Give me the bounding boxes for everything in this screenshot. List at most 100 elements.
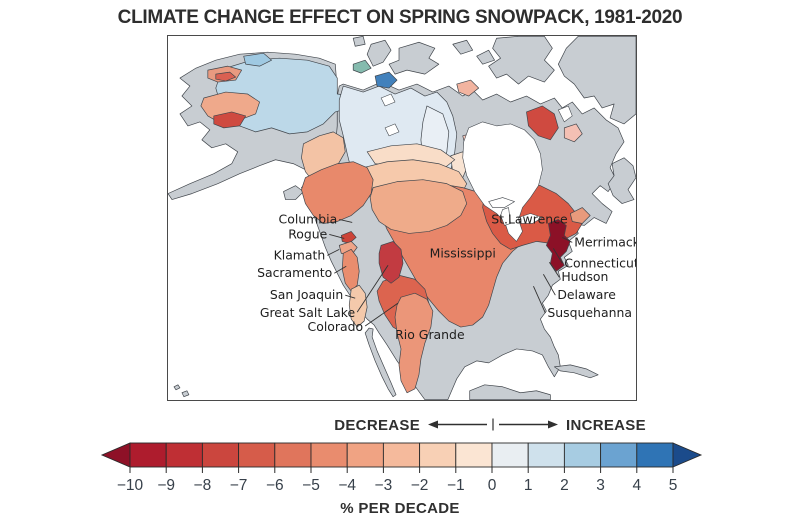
- label-susquehanna: Susquehanna: [547, 305, 632, 320]
- label-columbia: Columbia: [279, 211, 338, 226]
- basin-seward-core: [215, 71, 237, 82]
- label-great-salt-lake: Great Salt Lake: [260, 305, 355, 320]
- basin-columbia: [301, 161, 374, 224]
- lake-michigan: [500, 207, 511, 226]
- leader-hudson: [548, 262, 560, 278]
- increase-arrow-icon: [548, 420, 558, 429]
- svg-text:3: 3: [596, 477, 605, 494]
- basin-sacramento: [341, 249, 360, 292]
- colorbar-axis-label: % PER DECADE: [340, 500, 459, 517]
- landmass-greenland: [557, 36, 636, 125]
- label-colorado: Colorado: [308, 319, 364, 334]
- leader-rogue: [329, 233, 345, 239]
- label-sacramento: Sacramento: [257, 265, 332, 280]
- leader-sacramento: [334, 265, 347, 274]
- leader-delaware: [543, 274, 556, 296]
- great-slave-lake: [384, 123, 400, 137]
- svg-text:−4: −4: [338, 477, 356, 494]
- colorbar-segment: [455, 442, 493, 468]
- landmass-vancouver-island: [283, 185, 304, 200]
- svg-text:−8: −8: [194, 477, 212, 494]
- colorbar-segment: [491, 442, 529, 468]
- svg-text:−1: −1: [447, 477, 465, 494]
- decrease-arrow-icon: [428, 420, 438, 429]
- arctic-islands: [352, 36, 495, 65]
- small-islands: [173, 384, 190, 398]
- svg-text:0: 0: [488, 477, 497, 494]
- label-st-lawrence: St.Lawrence: [491, 211, 567, 226]
- svg-text:−10: −10: [117, 477, 144, 494]
- landmass-central-america: [469, 384, 551, 400]
- basin-maine-coast: [569, 207, 591, 224]
- label-mississippi: Mississippi: [430, 245, 496, 260]
- svg-text:−7: −7: [230, 477, 248, 494]
- map-frame: Columbia Rogue Klamath Sacramento San Jo…: [167, 35, 637, 401]
- north-america-map: Columbia Rogue Klamath Sacramento San Jo…: [168, 36, 636, 400]
- svg-text:−5: −5: [302, 477, 320, 494]
- colorbar-tick-labels: −10 −9 −8 −7 −6 −5 −4 −3 −2 −1 0 1 2 3 4…: [117, 477, 677, 494]
- colorbar-segment: [201, 442, 240, 468]
- colorbar: [100, 442, 703, 468]
- leader-san-joaquin: [345, 294, 356, 299]
- basin-rio-grande: [394, 292, 434, 394]
- water-layer: [380, 93, 573, 242]
- leader-columbia: [339, 219, 353, 223]
- page-title: CLIMATE CHANGE EFFECT ON SPRING SNOWPACK…: [117, 7, 683, 28]
- basin-labels: Columbia Rogue Klamath Sacramento San Jo…: [257, 211, 636, 342]
- svg-text:1: 1: [524, 477, 533, 494]
- colorbar-segment: [238, 442, 276, 468]
- label-hudson: Hudson: [561, 269, 608, 284]
- colorbar-segment: [600, 442, 638, 468]
- colorbar-segment: [165, 442, 203, 468]
- label-delaware: Delaware: [557, 287, 616, 302]
- increase-label: INCREASE: [566, 417, 646, 434]
- landmass-cuba: [554, 364, 599, 379]
- colorbar-segment: [419, 442, 457, 468]
- colorbar-right-arrow: [672, 442, 703, 468]
- basin-north-alaska: [243, 52, 272, 67]
- basin-great-salt-lake: [378, 241, 404, 284]
- great-bear-lake: [380, 93, 396, 107]
- colorbar-segment: [636, 442, 674, 468]
- colorbar-segment: [310, 442, 348, 468]
- label-rogue: Rogue: [288, 226, 327, 241]
- colorbar-segment: [382, 442, 421, 468]
- colorbar-legend: DECREASE INCREASE: [100, 417, 703, 517]
- basin-teal-small: [352, 59, 372, 74]
- basin-quebec-pink: [563, 123, 583, 143]
- svg-text:−6: −6: [266, 477, 284, 494]
- svg-text:−9: −9: [157, 477, 175, 494]
- hudson-bay: [462, 121, 543, 242]
- decrease-label: DECREASE: [334, 417, 420, 434]
- svg-text:2: 2: [560, 477, 569, 494]
- colorbar-segment: [346, 442, 384, 468]
- label-merrimack: Merrimack: [574, 234, 636, 249]
- leader-connecticut: [552, 248, 563, 264]
- colorbar-segment: [527, 442, 565, 468]
- basin-south-alaska-core: [213, 111, 247, 129]
- basin-north-canada-pink: [456, 79, 480, 97]
- basin-new-england: [546, 219, 571, 272]
- svg-text:−3: −3: [375, 477, 393, 494]
- landmass-victoria-island: [388, 41, 440, 75]
- leader-lines: [327, 219, 573, 327]
- direction-indicator: DECREASE INCREASE: [334, 417, 646, 434]
- ungava-bay: [558, 105, 573, 123]
- basin-layer: [200, 52, 591, 394]
- leader-susquehanna: [533, 286, 546, 314]
- leader-klamath: [327, 248, 340, 256]
- label-connecticut: Connecticut: [564, 255, 636, 270]
- basin-rogue: [340, 231, 357, 244]
- label-klamath: Klamath: [274, 247, 326, 262]
- label-rio-grande: Rio Grande: [395, 327, 464, 342]
- landmass-newfoundland: [607, 157, 636, 204]
- landmass-banks-island: [366, 39, 392, 67]
- colorbar-segment: [563, 442, 602, 468]
- basin-north-quebec-red: [526, 105, 559, 141]
- lake-superior: [488, 197, 515, 208]
- svg-text:−2: −2: [411, 477, 429, 494]
- colorbar-left-arrow: [100, 442, 131, 468]
- leader-colorado: [364, 302, 399, 327]
- basin-san-joaquin: [348, 284, 368, 328]
